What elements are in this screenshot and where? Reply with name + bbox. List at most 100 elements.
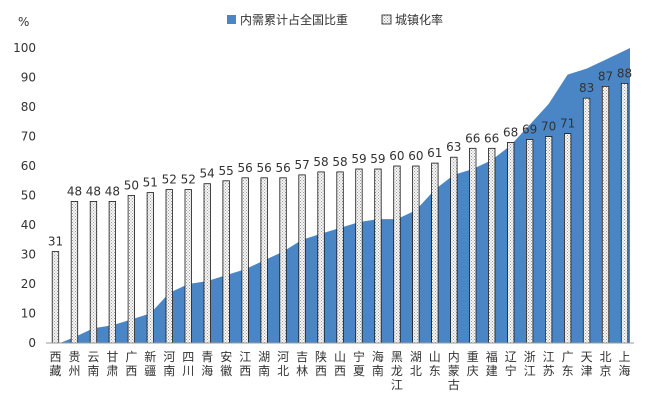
bar-value-label-21: 63 (446, 140, 461, 154)
x-tick-label-14: 陕西 (315, 349, 327, 378)
legend: 内需累计占全国比重 城镇化率 (227, 12, 443, 27)
bar-value-label-27: 71 (560, 117, 575, 131)
bar-value-label-28: 83 (579, 81, 594, 95)
x-tick-label-5: 新疆 (144, 349, 156, 378)
bar-urbanization-0 (51, 251, 60, 344)
bar-urbanization-13 (298, 174, 306, 344)
bar-urbanization-19 (412, 165, 420, 344)
x-tick-label-0: 西藏 (49, 350, 61, 378)
bar-urbanization-28 (582, 97, 591, 344)
bar-value-label-0: 31 (48, 235, 63, 249)
bar-value-label-23: 66 (484, 131, 499, 145)
bar-value-label-17: 59 (370, 152, 385, 166)
bar-urbanization-17 (374, 168, 382, 344)
y-tick-label-3: 30 (21, 248, 36, 262)
area-cumulative-share (46, 48, 630, 343)
x-tick-label-27: 广东 (562, 350, 574, 378)
x-tick-label-16: 宁夏 (353, 349, 365, 378)
bar-value-label-18: 60 (389, 149, 404, 163)
bar-urbanization-15 (336, 171, 344, 344)
x-tick-label-25: 浙江 (524, 350, 536, 378)
bar-urbanization-16 (355, 168, 363, 344)
bar-value-label-15: 58 (332, 155, 347, 169)
bar-value-label-20: 61 (427, 146, 442, 160)
x-tick-label-17: 海南 (372, 349, 384, 378)
bar-value-label-25: 69 (522, 123, 537, 137)
bar-value-label-24: 68 (503, 125, 518, 139)
bar-value-label-10: 56 (238, 161, 253, 175)
y-unit-label: % (18, 15, 29, 29)
bar-urbanization-5 (146, 192, 155, 344)
bar-urbanization-9 (222, 180, 230, 344)
x-tick-label-13: 吉林 (296, 350, 308, 378)
legend-label-bar: 城镇化率 (395, 12, 443, 27)
y-tick-label-0: 0 (28, 336, 36, 350)
bar-value-label-4: 50 (124, 179, 139, 193)
bar-value-label-26: 70 (541, 120, 556, 134)
bar-value-label-13: 57 (294, 158, 309, 172)
bar-urbanization-11 (260, 177, 268, 344)
bar-urbanization-26 (545, 136, 553, 344)
bar-urbanization-12 (279, 177, 287, 344)
y-axis: 0 10 20 30 40 50 60 70 80 90 100 (13, 41, 36, 350)
x-axis: 西藏贵州云南甘肃广西新疆河南四川青海安徽江西湖南河北吉林陕西山西宁夏海南黑龙江湖… (46, 342, 634, 392)
bar-value-label-1: 48 (67, 184, 82, 198)
y-tick-label-5: 50 (21, 189, 36, 203)
x-tick-label-6: 河南 (163, 350, 175, 378)
bar-value-label-30: 88 (617, 66, 632, 80)
bar-value-label-3: 48 (105, 184, 120, 198)
bar-urbanization-14 (317, 171, 325, 344)
bar-value-label-12: 56 (275, 161, 290, 175)
y-tick-label-2: 20 (21, 277, 36, 291)
x-tick-label-20: 山东 (429, 350, 441, 378)
bar-urbanization-24 (507, 141, 515, 344)
x-tick-label-10: 江西 (239, 350, 251, 378)
x-tick-label-12: 河北 (277, 350, 289, 378)
x-tick-label-3: 甘肃 (106, 350, 118, 378)
x-tick-label-30: 上海 (618, 350, 630, 378)
x-tick-label-28: 天津 (581, 350, 593, 378)
bar-urbanization-20 (431, 162, 439, 344)
y-tick-label-8: 80 (21, 100, 36, 114)
legend-label-area: 内需累计占全国比重 (240, 12, 348, 27)
y-tick-label-4: 40 (21, 218, 36, 232)
bar-value-label-22: 66 (465, 131, 480, 145)
bar-urbanization-18 (393, 165, 401, 344)
x-tick-label-24: 辽宁 (505, 350, 517, 378)
bar-value-label-11: 56 (256, 161, 271, 175)
bar-urbanization-22 (469, 147, 477, 344)
x-tick-label-7: 四川 (182, 350, 194, 378)
bar-urbanization-6 (165, 189, 173, 344)
x-tick-label-26: 江苏 (543, 350, 555, 378)
y-tick-label-9: 90 (21, 71, 36, 85)
bar-urbanization-8 (203, 183, 211, 344)
x-tick-label-18: 黑龙江 (391, 350, 403, 392)
x-tick-label-29: 北京 (599, 350, 611, 378)
bar-urbanization-30 (620, 83, 629, 344)
bar-urbanization-1 (70, 200, 79, 344)
bar-value-label-2: 48 (86, 184, 101, 198)
bar-value-label-16: 59 (351, 152, 366, 166)
bar-urbanization-23 (488, 147, 496, 344)
bar-value-label-7: 52 (181, 173, 196, 187)
bar-urbanization-10 (241, 177, 249, 344)
x-tick-label-8: 青海 (201, 350, 213, 378)
y-tick-label-10: 100 (13, 41, 36, 55)
x-tick-label-21: 内蒙古 (448, 350, 460, 392)
bar-value-label-14: 58 (313, 155, 328, 169)
bar-urbanization-21 (450, 156, 458, 344)
bar-urbanization-2 (89, 200, 98, 344)
bar-value-label-19: 60 (408, 149, 423, 163)
bar-urbanization-29 (601, 86, 610, 344)
bar-urbanization-4 (127, 195, 136, 344)
bar-urbanization-25 (526, 139, 534, 344)
x-tick-label-4: 广西 (125, 350, 137, 378)
y-tick-label-6: 60 (21, 159, 36, 173)
bar-urbanization-3 (108, 200, 116, 344)
x-tick-label-11: 湖南 (258, 349, 270, 378)
bar-urbanization-7 (184, 189, 192, 344)
y-tick-label-1: 10 (21, 307, 36, 321)
x-tick-label-1: 贵州 (68, 350, 80, 378)
